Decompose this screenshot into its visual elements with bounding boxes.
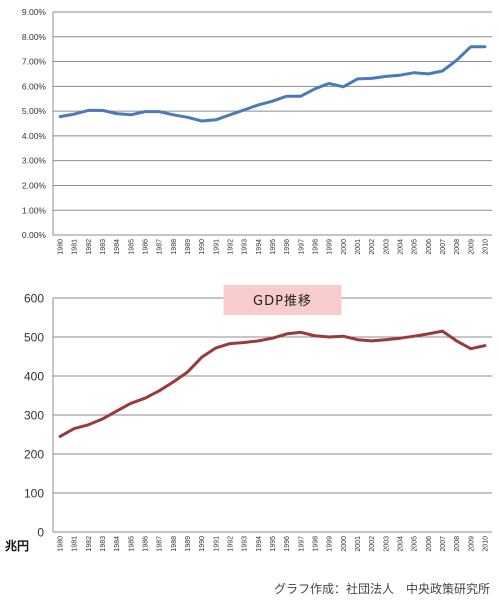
- x-tick-label: 2000: [341, 239, 348, 255]
- x-tick-label: 2006: [426, 239, 433, 255]
- x-tick-label: 2004: [397, 536, 404, 552]
- chart-1: 0.00% 1.00% 2.00% 3.00% 4.00% 5.00% 6.00% 7.00%…: [22, 7, 492, 255]
- x-tick-label: 1992: [228, 536, 235, 552]
- chart-credit: グラフ作成：社団法人 中央政策研究所: [273, 582, 490, 596]
- x-tick-label: 2008: [454, 239, 461, 255]
- x-tick-label: 1981: [72, 536, 79, 552]
- x-tick-label: 2010: [482, 536, 489, 552]
- x-tick-label: 1982: [86, 536, 93, 552]
- series-line: [58, 329, 487, 438]
- x-tick-label: 2004: [397, 239, 404, 255]
- x-tick-label: 1986: [143, 239, 150, 255]
- x-tick-label: 2005: [412, 536, 419, 552]
- x-tick-label: 1999: [327, 536, 334, 552]
- x-tick-label: 1991: [213, 536, 220, 552]
- x-tick-label: 1990: [199, 536, 206, 552]
- x-tick-label: 2009: [468, 239, 475, 255]
- x-tick-label: 1993: [242, 239, 249, 255]
- x-tick-label: 1987: [157, 536, 164, 552]
- x-tick-label: 1989: [185, 536, 192, 552]
- x-tick-label: 1996: [284, 239, 291, 255]
- x-tick-label: 2001: [355, 239, 362, 255]
- x-tick-label: 1994: [256, 239, 263, 255]
- x-tick-label: 1996: [284, 536, 291, 552]
- chart-title: GDP推移: [253, 294, 312, 309]
- x-tick-label: 1998: [312, 239, 319, 255]
- x-tick-label: 2002: [369, 536, 376, 552]
- x-tick-label: 1982: [86, 239, 93, 255]
- y-tick-label: 600: [24, 291, 44, 305]
- x-tick-label: 1995: [270, 536, 277, 552]
- y-tick-label: 5.00%: [22, 106, 47, 116]
- x-tick-label: 2009: [468, 536, 475, 552]
- x-tick-label: 1984: [114, 536, 121, 552]
- x-tick-label: 2005: [412, 239, 419, 255]
- x-tick-label: 1991: [213, 239, 220, 255]
- y-axis-ticks: 0 100 200 300 400 500 600: [24, 291, 492, 539]
- y-tick-label: 7.00%: [22, 57, 47, 67]
- x-tick-label: 1981: [72, 239, 79, 255]
- x-tick-label: 1984: [114, 239, 121, 255]
- x-tick-label: 2003: [383, 536, 390, 552]
- title-box: [223, 285, 342, 315]
- x-tick-label: 1983: [100, 239, 107, 255]
- y-tick-label: 0.00%: [22, 230, 47, 240]
- x-tick-label: 1990: [199, 239, 206, 255]
- x-tick-label: 2010: [482, 239, 489, 255]
- y-tick-label: 0: [37, 525, 44, 539]
- x-tick-label: 1992: [228, 239, 235, 255]
- series-line: [58, 45, 487, 123]
- y-tick-label: 500: [24, 330, 44, 344]
- x-tick-label: 1994: [256, 536, 263, 552]
- y-tick-label: 100: [24, 486, 44, 500]
- x-tick-label: 1989: [185, 239, 192, 255]
- y-tick-label: 400: [24, 369, 44, 383]
- x-tick-label: 1985: [128, 239, 135, 255]
- x-tick-label: 1998: [312, 536, 319, 552]
- x-tick-label: 2000: [341, 536, 348, 552]
- y-tick-label: 300: [24, 408, 44, 422]
- y-axis-unit-label: 兆円: [5, 538, 29, 553]
- x-tick-label: 1983: [100, 536, 107, 552]
- x-tick-label: 1985: [128, 536, 135, 552]
- x-tick-label: 2001: [355, 536, 362, 552]
- x-tick-label: 1993: [242, 536, 249, 552]
- y-tick-label: 1.00%: [22, 205, 47, 215]
- x-tick-label: 2006: [426, 536, 433, 552]
- y-tick-label: 6.00%: [22, 81, 47, 91]
- x-tick-label: 2002: [369, 239, 376, 255]
- x-tick-label: 1980: [58, 536, 65, 552]
- x-tick-label: 2008: [454, 536, 461, 552]
- x-tick-label: 1997: [298, 239, 305, 255]
- x-tick-label: 2003: [383, 239, 390, 255]
- x-axis-ticks: 1980 1981 1982 1983 1984 1985 1986 1987 1988 1989…: [58, 239, 490, 255]
- x-tick-label: 1980: [58, 239, 65, 255]
- x-tick-label: 1999: [327, 239, 334, 255]
- x-tick-label: 1995: [270, 239, 277, 255]
- x-tick-label: 2007: [440, 239, 447, 255]
- x-tick-label: 1988: [171, 536, 178, 552]
- y-axis-ticks: 0.00% 1.00% 2.00% 3.00% 4.00% 5.00% 6.00% 7.00%…: [22, 7, 492, 240]
- y-tick-label: 8.00%: [22, 32, 47, 42]
- y-tick-label: 4.00%: [22, 131, 47, 141]
- y-tick-label: 9.00%: [22, 7, 47, 17]
- x-tick-label: 1986: [143, 536, 150, 552]
- x-axis-ticks: 1980 1981 1982 1983 1984 1985 1986 1987 1988 1989…: [58, 536, 490, 552]
- y-tick-label: 2.00%: [22, 181, 47, 191]
- y-tick-label: 200: [24, 447, 44, 461]
- y-tick-label: 3.00%: [22, 156, 47, 166]
- x-tick-label: 1987: [157, 239, 164, 255]
- x-tick-label: 1988: [171, 239, 178, 255]
- x-tick-label: 2007: [440, 536, 447, 552]
- x-tick-label: 1997: [298, 536, 305, 552]
